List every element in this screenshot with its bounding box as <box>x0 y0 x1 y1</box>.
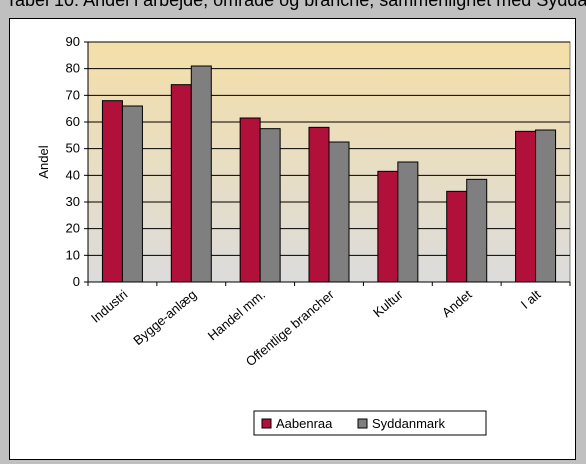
legend-label-syddanmark: Syddanmark <box>372 416 445 431</box>
x-tick-label: Andet <box>439 287 475 321</box>
x-tick-label: Industri <box>88 287 130 326</box>
x-tick-label: Kultur <box>370 286 406 320</box>
y-tick-labels: 0 10 20 30 40 50 60 70 80 90 <box>66 34 80 289</box>
bar-aabenraa-5 <box>446 190 468 283</box>
y-tick-label: 50 <box>66 141 80 156</box>
bar-syddanmark-2 <box>259 128 281 283</box>
bar-syddanmark-5 <box>466 178 488 283</box>
y-tick-label: 30 <box>66 194 80 209</box>
y-axis-label: Andel <box>36 145 51 178</box>
bar-syddanmark-3 <box>328 141 350 283</box>
bar-aabenraa-3 <box>308 126 330 283</box>
bar-aabenraa-1 <box>170 84 192 283</box>
bar-aabenraa-2 <box>239 117 261 283</box>
bar-syddanmark-0 <box>121 105 143 283</box>
legend-swatch-syddanmark <box>357 418 368 429</box>
legend-label-aabenraa: Aabenraa <box>276 416 333 431</box>
chart-heading: Tabel 10: Andel i arbejde, område og bra… <box>6 0 586 10</box>
bar-aabenraa-6 <box>515 130 537 283</box>
bar-syddanmark-1 <box>190 65 212 283</box>
bar-syddanmark-6 <box>535 129 557 283</box>
y-tick-label: 80 <box>66 61 80 76</box>
x-tick-label: Bygge-anlæg <box>130 287 199 348</box>
x-tick-label: I alt <box>518 287 544 312</box>
x-tick-label: Handel mm. <box>205 287 268 344</box>
legend-swatch-aabenraa <box>261 418 272 429</box>
y-tick-label: 10 <box>66 247 80 262</box>
bar-aabenraa-4 <box>377 170 399 283</box>
y-tick-label: 70 <box>66 87 80 102</box>
axes <box>84 41 571 286</box>
x-tick-labels: Industri Bygge-anlæg Handel mm.Offentlige … <box>88 286 544 369</box>
legend: Aabenraa Syddanmark <box>253 410 487 436</box>
legend-box <box>253 410 487 436</box>
y-tick-label: 0 <box>73 274 80 289</box>
y-tick-label: 20 <box>66 221 80 236</box>
bar-syddanmark-4 <box>397 161 419 283</box>
y-tick-label: 40 <box>66 167 80 182</box>
y-tick-label: 90 <box>66 34 80 49</box>
y-tick-label: 60 <box>66 114 80 129</box>
bar-aabenraa-0 <box>101 100 123 283</box>
